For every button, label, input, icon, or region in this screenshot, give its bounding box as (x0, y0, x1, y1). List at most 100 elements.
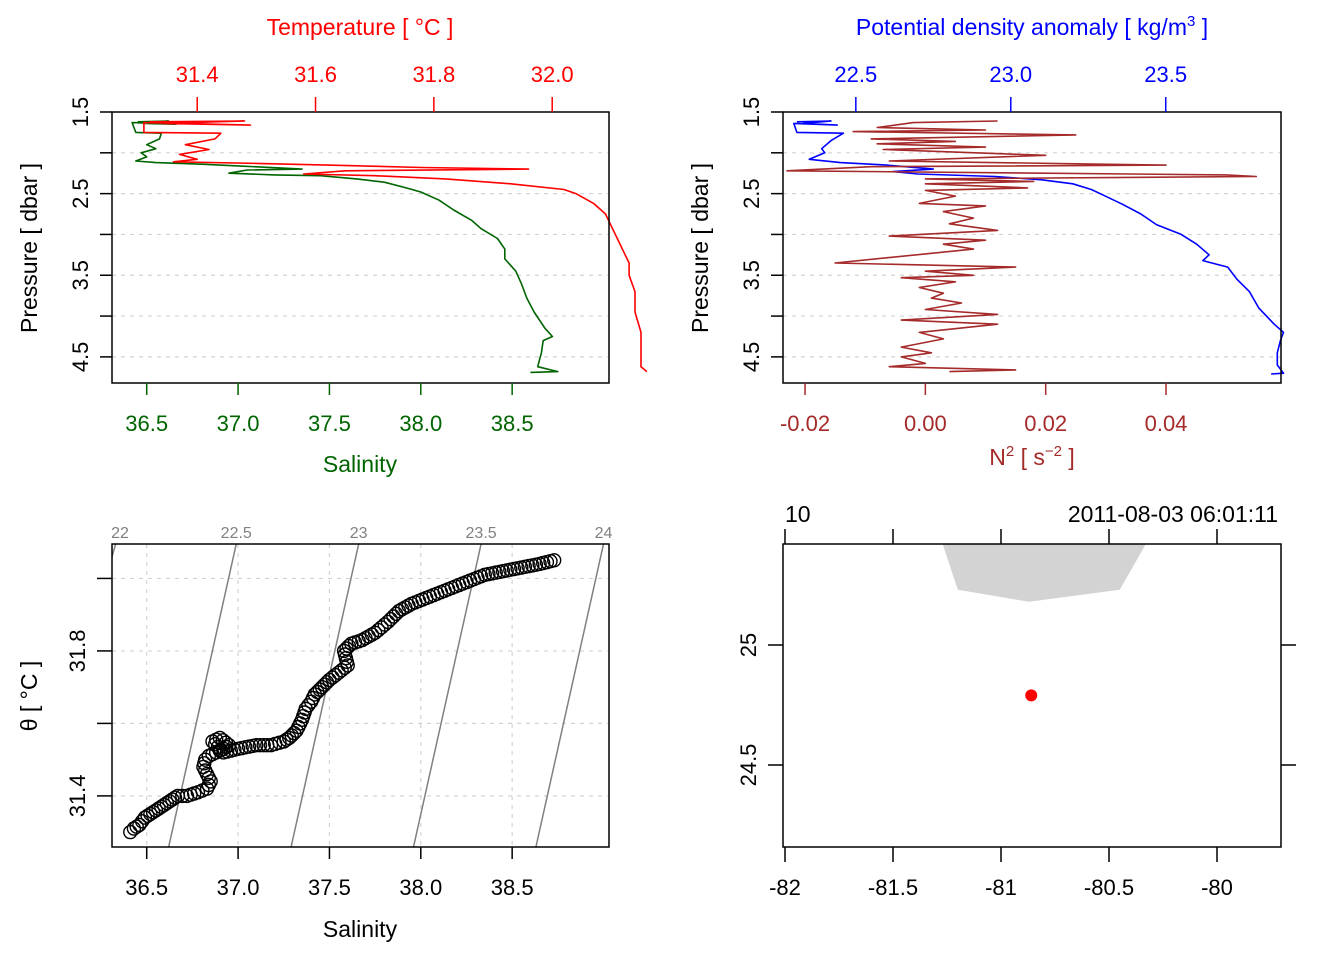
isopycnal-label: 23.5 (466, 525, 497, 542)
y-tick-label: 3.5 (739, 260, 764, 291)
ts-point (134, 814, 150, 829)
isopycnal-label: 22 (111, 525, 129, 542)
ts-point (383, 612, 398, 627)
y-tick-label: 2.5 (739, 178, 764, 209)
x-tick-label: 37.5 (308, 875, 351, 900)
bottom-tick-label: 37.0 (217, 411, 260, 436)
ts-point (307, 687, 322, 702)
bottom-tick-label: 37.5 (308, 411, 351, 436)
ts-points (123, 553, 562, 840)
top-tick-label: 31.6 (294, 62, 337, 87)
time-axis (784, 529, 1218, 544)
series-line-salinity (131, 120, 559, 374)
x-tick-label: 36.5 (125, 875, 168, 900)
isopycnal-line (412, 544, 482, 847)
x-tick-label: -81 (985, 875, 1017, 900)
y-axis: 1.5 2.5 3.5 4.5 (68, 97, 112, 372)
x-tick-label: -80.5 (1084, 875, 1134, 900)
temperature-axis: 31.4 31.6 31.8 32.0 (176, 62, 574, 112)
top-tick-label: 23.0 (989, 62, 1032, 87)
bottom-tick-label: 38.0 (399, 411, 442, 436)
ts-point (310, 684, 325, 700)
station-dot (1025, 689, 1038, 702)
y-tick-label: 4.5 (68, 342, 93, 373)
ts-point (207, 737, 223, 752)
y-tick-label: 2.5 (68, 178, 93, 209)
x-tick-label: -82 (769, 875, 801, 900)
y-axis: 1.5 2.5 3.5 4.5 (739, 97, 783, 372)
ts-point (282, 730, 297, 746)
top-tick-label: 31.8 (412, 62, 455, 87)
y-axis-label: Pressure [ dbar ] (687, 163, 713, 333)
n2-axis-label: N2 [ s−2 ] (989, 443, 1075, 470)
series-group (786, 120, 1285, 375)
y-tick-label: 25 (736, 633, 761, 657)
y-tick-label: 24.5 (736, 744, 761, 787)
x-tick-label: 38.0 (399, 875, 442, 900)
x-axis: 36.5 37.0 37.5 38.0 38.5 (125, 847, 534, 900)
y-axis-label: θ [ °C ] (16, 661, 42, 732)
x-tick-label: -80 (1201, 875, 1233, 900)
grid (783, 111, 1281, 358)
isopycnal-label: 24 (595, 525, 613, 542)
ts-point (256, 738, 271, 753)
ts-point (386, 609, 401, 624)
series-line-temperature (143, 120, 648, 373)
x-tick-label: 37.0 (217, 875, 260, 900)
top-tick-label: 31.4 (176, 62, 219, 87)
panel-ts-diagram: 22 22.5 23 23.5 24 36.5 37.0 37.5 38.0 38.5 31.4… (16, 525, 613, 942)
ts-point (336, 643, 352, 659)
top-tick-label: 23.5 (1144, 62, 1187, 87)
n2-axis: -0.02 0.00 0.02 0.04 (780, 383, 1187, 436)
x-axis-label: Salinity (323, 916, 398, 942)
isopycnal-line (290, 544, 360, 847)
panel-density-n2-profile: 1.52.53.54.5 -0.02 0.00 0.02 0.04 22.5 23.0 2… (687, 13, 1285, 470)
bottom-tick-label: -0.02 (780, 411, 830, 436)
isopycnal-line (535, 544, 605, 847)
station-number-label: 10 (785, 501, 811, 527)
ts-point (546, 553, 562, 568)
isopycnal-label: 23 (350, 525, 368, 542)
latitude-axis: 24.5 25 (736, 633, 1296, 787)
plot-frame (111, 111, 610, 384)
ts-point (167, 790, 183, 805)
bottom-tick-label: 0.04 (1145, 411, 1188, 436)
density-axis: 22.5 23.0 23.5 (834, 62, 1187, 112)
salinity-axis-label: Salinity (323, 451, 398, 477)
y-tick-label: 1.5 (739, 97, 764, 128)
x-tick-label: 38.5 (491, 875, 534, 900)
bottom-tick-label: 36.5 (125, 411, 168, 436)
series-line-n2 (786, 120, 1258, 373)
density-axis-label: Potential density anomaly [ kg/m3 ] (856, 13, 1208, 40)
y-tick-label: 31.4 (65, 774, 90, 817)
ts-point (301, 698, 316, 713)
ts-point (132, 817, 147, 833)
coastline (942, 544, 1146, 602)
ts-point (317, 677, 332, 692)
ts-point (252, 738, 268, 753)
ts-point (312, 682, 327, 697)
ts-point (298, 701, 313, 717)
ts-point (319, 675, 335, 690)
bottom-tick-label: 38.5 (491, 411, 534, 436)
series-group (131, 120, 648, 374)
station-time-label: 2011-08-03 06:01:11 (1068, 501, 1278, 527)
top-tick-label: 22.5 (834, 62, 877, 87)
y-tick-label: 1.5 (68, 97, 93, 128)
land-polygon (942, 544, 1146, 602)
ts-point (380, 614, 396, 630)
ts-point (314, 680, 330, 695)
plot-frame (111, 543, 610, 848)
panel-station-map: -82 -81.5 -81 -80.5 -80 24.5 25 10 2011-08-03… (736, 501, 1296, 900)
temperature-axis-label: Temperature [ °C ] (267, 14, 454, 40)
ts-point (210, 739, 226, 755)
panel-temperature-salinity-profile: 1.52.53.54.5 36.5 37.0 37.5 38.0 38.5 31.4 31… (16, 14, 648, 477)
isopycnal-labels: 22 22.5 23 23.5 24 (111, 525, 612, 542)
longitude-axis: -82 -81.5 -81 -80.5 -80 (769, 847, 1233, 900)
top-tick-label: 32.0 (531, 62, 574, 87)
station-marker (1025, 689, 1038, 702)
bottom-tick-label: 0.00 (904, 411, 947, 436)
x-tick-label: -81.5 (868, 875, 918, 900)
plot-frame (782, 111, 1282, 384)
